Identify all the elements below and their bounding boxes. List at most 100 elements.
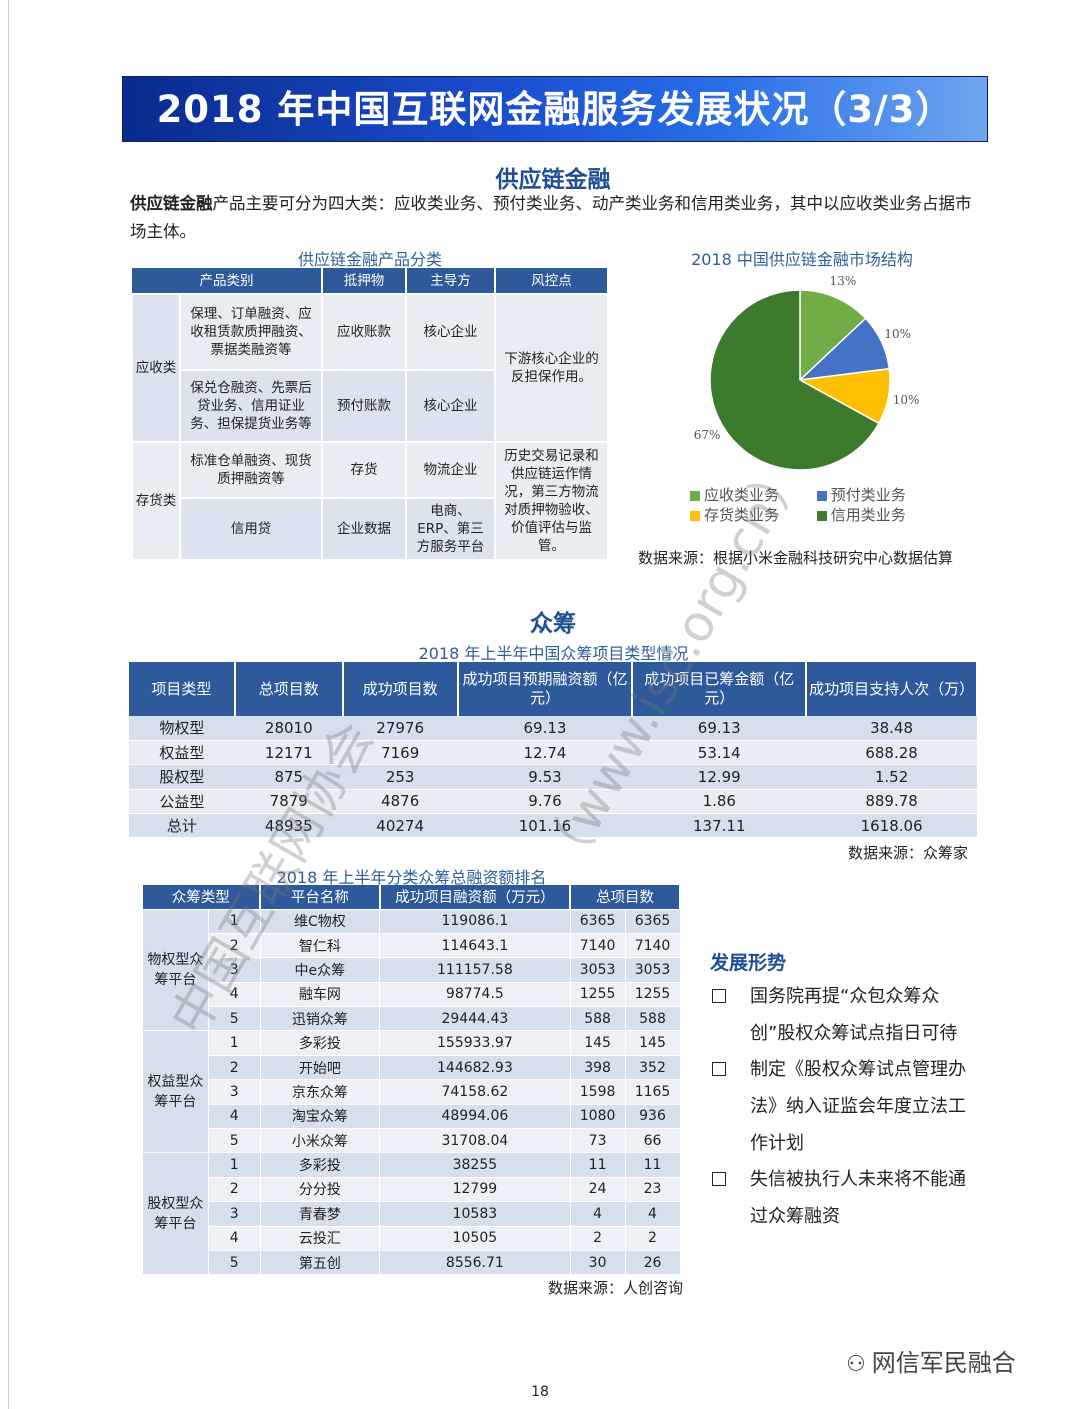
legend-swatch <box>690 490 700 501</box>
product-cell: 信用贷 <box>179 497 323 561</box>
table-cell: 12.99 <box>632 764 807 790</box>
table-cell: 分分投 <box>259 1176 381 1203</box>
wechat-label: ⚇ 网信军民融合 <box>846 1343 1016 1378</box>
table-cell: 淘宝众筹 <box>259 1103 381 1130</box>
table-cell: 73 <box>569 1128 626 1154</box>
table-cell: 云投汇 <box>259 1225 381 1251</box>
table-cell: 中e众筹 <box>259 957 381 983</box>
col-header: 成功项目已筹金额（亿元） <box>632 662 808 716</box>
product-cell: 保兑仓融资、先票后贷业务、信用证业务、担保提货业务等 <box>179 369 323 443</box>
table-cell: 936 <box>624 1103 681 1130</box>
table-row: 3 京东众筹 74158.62 1598 1165 <box>143 1079 681 1105</box>
table-cell: 145 <box>624 1030 681 1056</box>
table-cell: 11 <box>624 1152 681 1178</box>
legend-label: 信用类业务 <box>830 506 906 524</box>
table-row: 5 迅销众筹 29444.43 588 588 <box>143 1006 681 1032</box>
col-header: 众筹类型 <box>142 885 262 909</box>
table-cell: 总计 <box>129 813 235 839</box>
lead-cell: 核心企业 <box>405 369 496 443</box>
table-cell: 48935 <box>234 813 343 839</box>
table-cell: 物权型 <box>129 716 235 741</box>
table-cell: 1 <box>207 1152 261 1178</box>
pie-value-label: 10% <box>893 393 920 407</box>
table-row: 物权型 28010 27976 69.13 69.13 38.48 <box>129 716 977 741</box>
table-cell: 111157.58 <box>379 957 571 983</box>
table-cell: 48994.06 <box>379 1103 571 1130</box>
risk-cell: 历史交易记录和供应链运作情况，第三方物流对质押物验收、价值评估与监管。 <box>494 441 609 561</box>
table-cell: 6365 <box>569 908 626 934</box>
group-label: 权益型众筹平台 <box>142 1030 209 1154</box>
table-cell: 9.76 <box>457 789 633 815</box>
legend-label: 应收类业务 <box>704 486 780 504</box>
checkbox-icon <box>712 989 726 1003</box>
table-cell: 3053 <box>569 957 626 983</box>
table-cell: 权益型 <box>129 740 235 766</box>
lead-cell: 核心企业 <box>405 293 496 371</box>
table-cell: 69.13 <box>632 716 807 741</box>
trend-item: 国务院再提“众包众筹众创”股权众筹试点指日可待 <box>712 978 982 1052</box>
col-header: 主导方 <box>406 268 496 294</box>
collateral-cell: 应收账款 <box>321 293 407 371</box>
table-cell: 多彩投 <box>259 1030 381 1056</box>
table-cell: 智仁科 <box>259 932 381 959</box>
table-row: 4 淘宝众筹 48994.06 1080 936 <box>143 1103 681 1130</box>
table-cell: 69.13 <box>457 716 633 741</box>
group-label: 应收类 <box>131 293 181 443</box>
table-cell: 京东众筹 <box>259 1079 381 1105</box>
trends-title: 发展形势 <box>710 952 787 974</box>
ranking-table: 众筹类型 平台名称 成功项目融资额（万元） 总项目数 物权型众筹平台 1 维C物权 1… <box>142 885 681 1276</box>
table-row: 5 第五创 8556.71 30 26 <box>143 1249 681 1276</box>
table-cell: 31708.04 <box>379 1128 571 1154</box>
trend-text: 制定《股权众筹试点管理办法》纳入证监会年度立法工作计划 <box>750 1059 966 1154</box>
supply-chain-heading: 供应链金融 <box>495 167 611 193</box>
table-cell: 7169 <box>342 740 458 766</box>
table-cell: 7879 <box>234 789 343 815</box>
trend-text: 国务院再提“众包众筹众创”股权众筹试点指日可待 <box>750 986 958 1044</box>
legend-item: 预付类业务 <box>816 486 906 504</box>
table-cell: 38.48 <box>806 716 977 741</box>
pie-slice <box>799 289 867 382</box>
product-cell: 标准仓单融资、现货质押融资等 <box>179 441 323 499</box>
table-cell: 小米众筹 <box>259 1128 381 1154</box>
group-label: 存货类 <box>131 441 181 561</box>
table-cell: 12171 <box>234 740 343 766</box>
table-cell: 145 <box>569 1030 626 1056</box>
collateral-cell: 企业数据 <box>321 497 407 561</box>
table-cell: 9.53 <box>457 764 633 790</box>
legend-label: 存货类业务 <box>704 506 780 524</box>
collateral-cell: 预付账款 <box>321 369 407 443</box>
supply-chain-table: 产品类别 抵押物 主导方 风控点 应收类 保理、订单融资、应收租赁款质押融资、票… <box>131 268 609 561</box>
table-cell: 开始吧 <box>259 1054 381 1081</box>
crowdfunding-table: 项目类型 总项目数 成功项目数 成功项目预期融资额（亿元） 成功项目已筹金额（亿… <box>129 662 978 839</box>
table-cell: 688.28 <box>806 740 977 766</box>
pie-value-label: 13% <box>830 274 857 288</box>
table-row: 权益型众筹平台 1 多彩投 155933.97 145 145 <box>142 1030 681 1154</box>
page-title: 2018 年中国互联网金融服务发展状况（3/3） <box>122 76 988 142</box>
table-cell: 融车网 <box>259 981 381 1008</box>
supply-chain-intro: 供应链金融产品主要可分为四大类：应收类业务、预付类业务、动产类业务和信用类业务，… <box>130 190 980 246</box>
table-cell: 101.16 <box>457 813 633 839</box>
table-cell: 588 <box>569 1006 626 1032</box>
table-cell: 253 <box>342 764 458 790</box>
ranking-table-title: 2018 年上半年分类众筹总融资额排名 <box>276 868 547 887</box>
table-cell: 27976 <box>342 716 458 741</box>
table-cell: 4 <box>207 1103 261 1130</box>
table-cell: 迅销众筹 <box>259 1006 381 1032</box>
table-cell: 11 <box>569 1152 626 1178</box>
table-cell: 4 <box>569 1201 626 1227</box>
table-cell: 10505 <box>379 1225 571 1251</box>
col-header: 成功项目支持人次（万） <box>806 662 978 716</box>
table-cell: 多彩投 <box>259 1152 381 1178</box>
table-row: 3 中e众筹 111157.58 3053 3053 <box>143 957 681 983</box>
group-label: 股权型众筹平台 <box>142 1152 209 1276</box>
supply-chain-table-title: 供应链金融产品分类 <box>297 250 442 269</box>
legend-item: 存货类业务 <box>690 504 812 525</box>
table-row: 4 云投汇 10505 2 2 <box>143 1225 681 1251</box>
table-cell: 114643.1 <box>379 932 571 959</box>
trend-text: 失信被执行人未来将不能通过众筹融资 <box>750 1169 966 1227</box>
crowdfunding-table-title: 2018 年上半年中国众筹项目类型情况 <box>418 644 689 663</box>
table-row: 3 青春梦 10583 4 4 <box>143 1201 681 1227</box>
table-cell: 4 <box>624 1201 681 1227</box>
pie-title: 2018 中国供应链金融市场结构 <box>691 250 913 269</box>
table-row: 2 智仁科 114643.1 7140 7140 <box>143 932 681 959</box>
